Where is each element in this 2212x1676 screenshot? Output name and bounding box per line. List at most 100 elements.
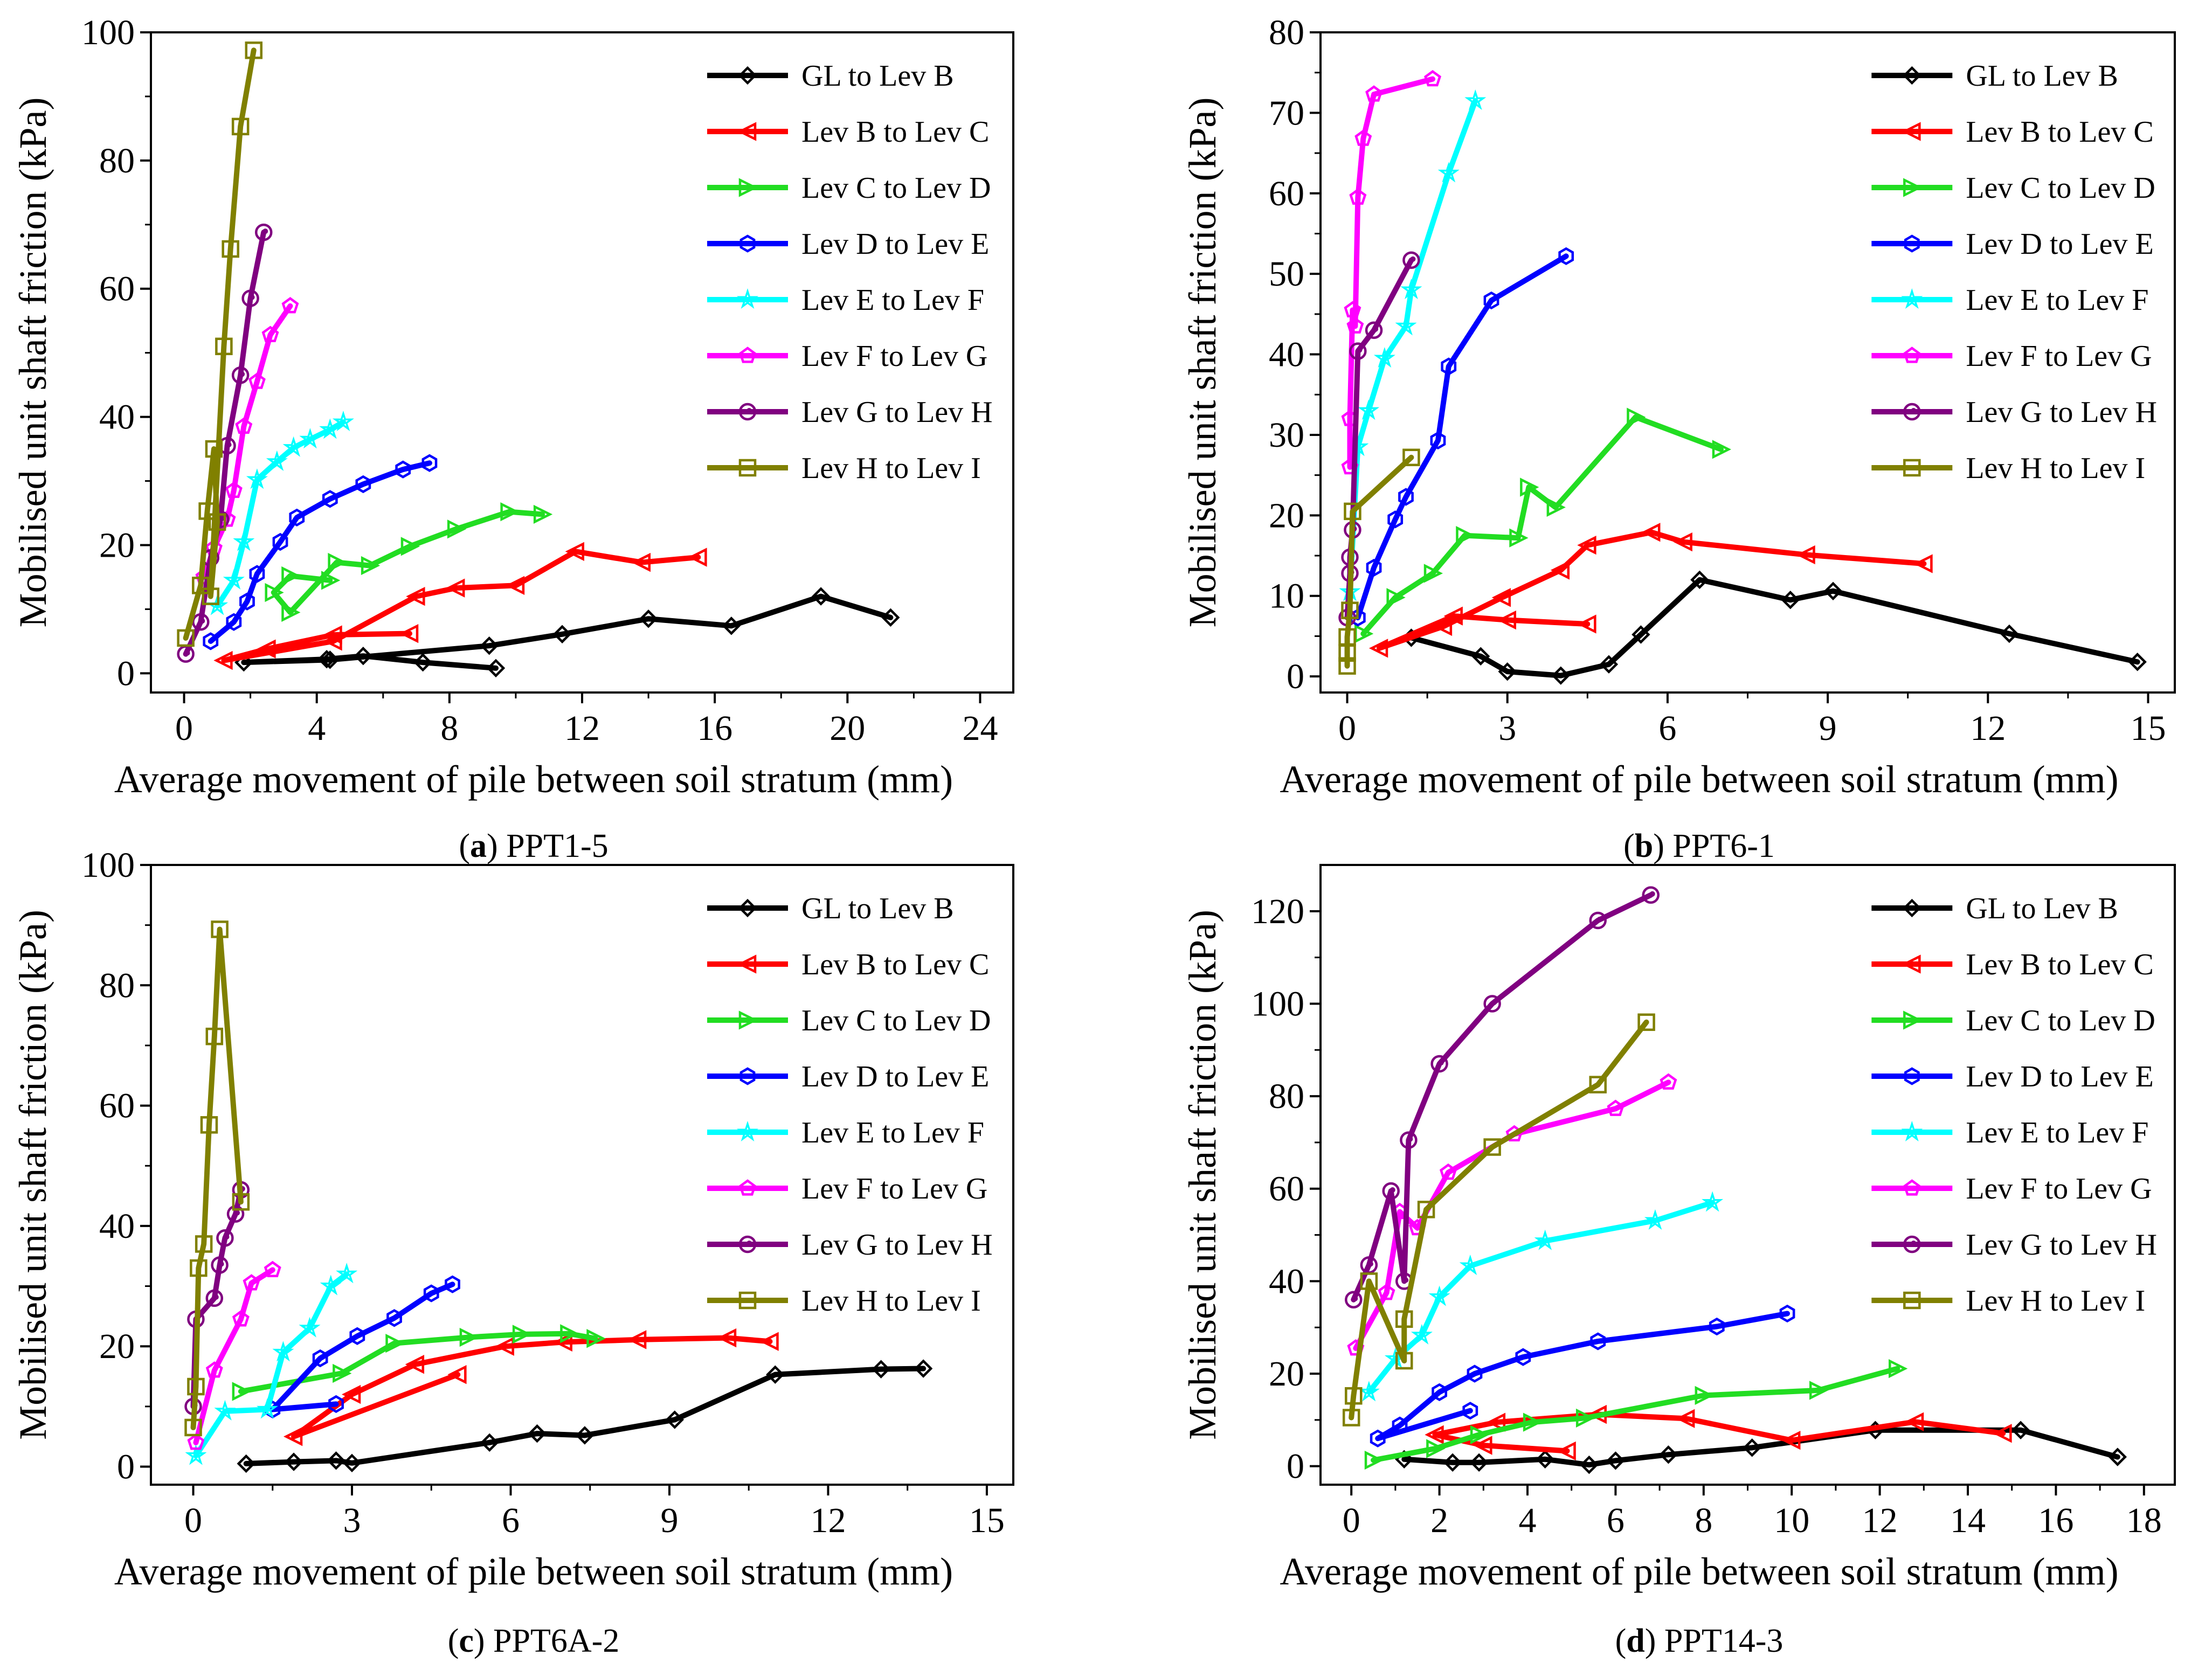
data-point (1471, 647, 1490, 666)
data-point (1534, 1229, 1556, 1250)
data-point (1402, 448, 1420, 467)
data-point-dot (1367, 1261, 1373, 1267)
x-axis-title: Average movement of pile between soil st… (114, 1550, 953, 1593)
data-point (202, 587, 220, 605)
data-point (1459, 1255, 1481, 1276)
y-tick-label: 40 (1269, 335, 1304, 375)
data-point (233, 530, 255, 551)
data-point (1467, 1365, 1483, 1383)
data-point (665, 1410, 684, 1429)
legend-marker (738, 1291, 757, 1310)
data-point (1712, 440, 1731, 459)
data-point (1360, 1272, 1378, 1290)
y-axis-title: Mobilised unit shaft friction (kPa) (11, 910, 54, 1440)
caption-paren-close: ) (1645, 1623, 1664, 1659)
series-line (183, 230, 267, 657)
data-point (284, 1452, 303, 1471)
legend-marker (1901, 288, 1923, 309)
legend-label: GL to Lev B (801, 892, 954, 925)
legend-marker (1903, 347, 1921, 363)
data-point-dot (239, 371, 245, 377)
series-line (193, 1271, 350, 1459)
data-point (575, 1426, 595, 1445)
data-point (1344, 502, 1361, 521)
series-0 (237, 1359, 933, 1473)
legend-marker (737, 122, 757, 141)
legend-marker-dot (1911, 1241, 1917, 1246)
data-point (386, 1309, 402, 1327)
data-point (445, 1275, 460, 1293)
data-point (1398, 488, 1414, 506)
caption-paren-open: ( (1615, 1623, 1627, 1659)
data-point (1368, 639, 1388, 658)
data-point (192, 577, 210, 594)
legend-marker (1903, 1179, 1921, 1196)
series-line (190, 926, 244, 1430)
data-point (1443, 606, 1463, 626)
data-point (1373, 347, 1395, 368)
data-point (717, 1328, 737, 1348)
data-point (195, 1235, 213, 1253)
data-point (223, 569, 245, 590)
data-point (1349, 188, 1367, 205)
legend-marker (739, 347, 756, 363)
data-point-dot (1438, 1060, 1444, 1066)
y-tick-label: 60 (99, 269, 135, 309)
legend-marker (1903, 898, 1921, 918)
data-point (1913, 554, 1933, 573)
data-point (213, 650, 233, 670)
data-point (688, 548, 707, 567)
legend-marker-dot (746, 408, 752, 413)
legend-label: Lev B to Lev C (801, 948, 989, 981)
legend-marker (738, 459, 757, 477)
x-tick-label: 15 (2130, 709, 2166, 748)
data-point (354, 647, 373, 666)
panel-caption: (b) PPT6-1 (1623, 828, 1775, 864)
series-6 (1345, 886, 1660, 1308)
data-point (328, 552, 347, 572)
legend-label: Lev E to Lev F (801, 283, 984, 317)
data-point (1428, 1285, 1450, 1306)
data-point (528, 1424, 547, 1443)
legend-marker (1903, 1010, 1923, 1030)
x-tick-label: 3 (343, 1501, 361, 1540)
series-3 (203, 454, 438, 650)
x-tick-label: 12 (810, 1501, 846, 1540)
series-line (1351, 892, 1654, 1303)
data-point (200, 1116, 218, 1134)
caption-paren-open: ( (448, 1623, 459, 1659)
legend: GL to Lev B Lev B to Lev C Lev C to Lev D L… (1871, 892, 2157, 1318)
data-point (1378, 1284, 1395, 1300)
legend-label: Lev D to Lev E (801, 227, 989, 261)
data-point (226, 613, 242, 631)
data-point (187, 1433, 205, 1450)
data-point (208, 513, 226, 531)
data-point (1354, 129, 1372, 146)
y-tick-label: 50 (1269, 254, 1304, 294)
legend-label: GL to Lev B (801, 59, 954, 93)
data-point (1400, 1131, 1418, 1149)
legend-label: Lev C to Lev D (801, 171, 991, 205)
y-tick-label: 80 (99, 966, 135, 1005)
caption-paren-close: ) (487, 828, 506, 864)
data-point (811, 587, 831, 606)
data-point (1558, 247, 1574, 265)
data-point (1364, 1450, 1384, 1470)
data-point-dot (213, 1294, 219, 1300)
x-tick-label: 9 (1819, 709, 1837, 748)
legend-label: Lev H to Lev I (801, 1284, 981, 1318)
data-point (190, 1259, 208, 1277)
data-point (565, 542, 584, 561)
data-point (1589, 911, 1607, 930)
data-point (627, 1330, 647, 1349)
y-tick-label: 100 (81, 13, 135, 52)
series-7 (1338, 448, 1420, 675)
data-point (1575, 1408, 1595, 1428)
data-point (1382, 1182, 1400, 1200)
data-point (1590, 1332, 1606, 1351)
data-point (265, 583, 284, 602)
data-point (185, 1444, 207, 1465)
data-point (1546, 497, 1566, 517)
data-point (1660, 1073, 1677, 1090)
data-point-dot (224, 1234, 230, 1240)
